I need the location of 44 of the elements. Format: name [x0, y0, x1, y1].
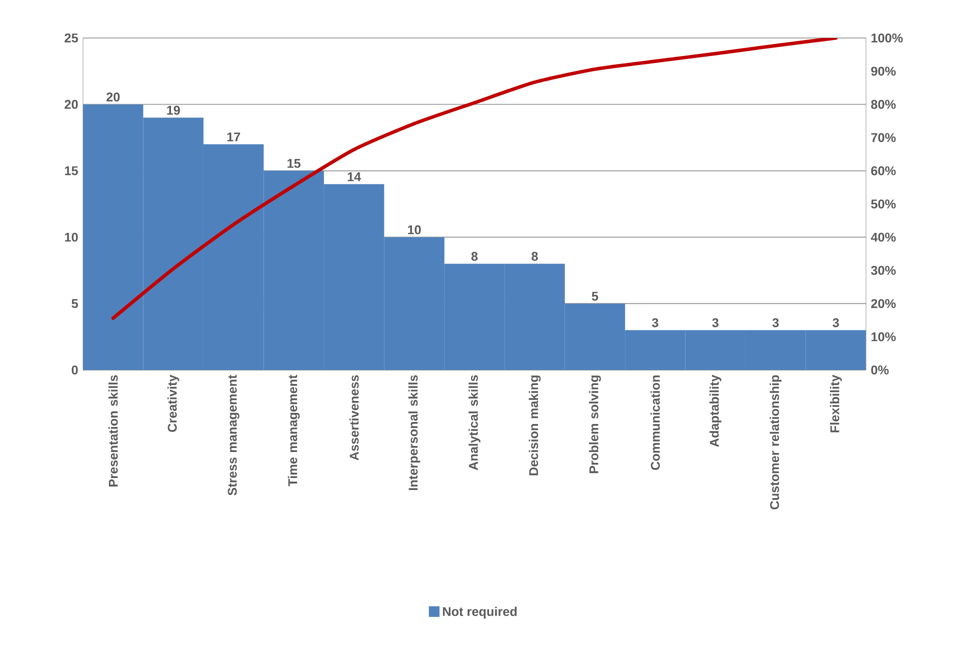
x-tick-label: Adaptability	[710, 374, 722, 447]
data-label: 15	[288, 159, 300, 168]
y2-tick-label: 10%	[872, 332, 896, 342]
data-label: 14	[348, 172, 362, 182]
x-tick-label: Stress management	[228, 374, 240, 496]
x-tick-label: Decision making	[528, 376, 541, 476]
y2-tick-label: 0%	[871, 366, 889, 374]
y2-tick-label: 60%	[871, 166, 896, 176]
data-label: 5	[592, 292, 598, 301]
data-label: 3	[652, 318, 658, 328]
y2-tick-label: 20%	[871, 299, 896, 308]
y-tick-label: 20	[64, 100, 78, 109]
x-tick-label: Creativity	[167, 374, 180, 432]
x-tick-label: Customer relationship	[770, 375, 782, 510]
y2-tick-label: 80%	[871, 100, 896, 109]
data-label: 19	[167, 106, 180, 115]
y-tick-label: 15	[65, 166, 78, 176]
data-label: 10	[408, 225, 421, 234]
x-tick-label: Communication	[650, 375, 660, 470]
y-tick-label: 5	[72, 299, 78, 308]
data-label: 3	[712, 318, 718, 328]
data-label: 20	[106, 92, 120, 102]
x-tick-label: Presentation skills	[108, 375, 118, 486]
y2-tick-label: 70%	[871, 133, 896, 142]
y2-tick-label: 50%	[871, 200, 896, 208]
data-label: 17	[227, 132, 240, 142]
y2-tick-label: 100%	[872, 34, 903, 42]
legend-label: Not required	[443, 606, 517, 619]
y2-tick-label: 40%	[870, 232, 896, 242]
x-tick-label: Flexibility	[830, 374, 842, 432]
y-tick-label: 25	[64, 34, 78, 42]
data-label: 3	[772, 318, 779, 328]
y-tick-label: 0	[72, 366, 78, 374]
x-tick-label: Assertiveness	[349, 375, 359, 460]
data-label: 3	[832, 318, 839, 328]
x-tick-label: Analytical skills	[468, 375, 480, 470]
x-tick-label: Time management	[288, 374, 300, 486]
data-label: 8	[532, 252, 538, 261]
x-tick-label: Interpersonal skills	[408, 375, 420, 490]
x-tick-label: Problem solving	[589, 376, 601, 474]
data-label: 8	[471, 252, 478, 261]
y2-tick-label: 90%	[871, 66, 896, 76]
y2-tick-label: 30%	[871, 266, 896, 275]
y-tick-label: 10	[65, 232, 78, 242]
